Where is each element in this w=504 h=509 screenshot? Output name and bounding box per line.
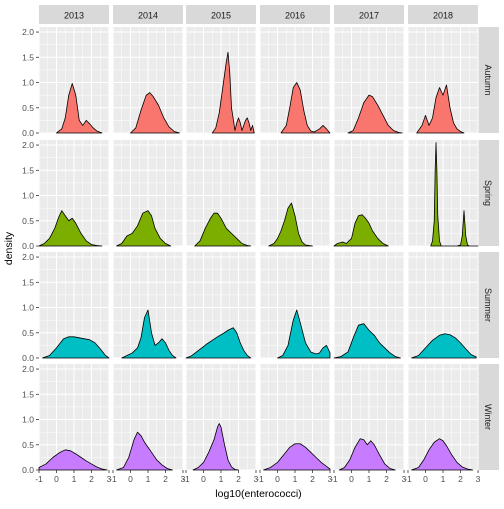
- x-tick-label: 3: [328, 474, 333, 484]
- x-tick-label: 2: [163, 474, 168, 484]
- y-tick-label: 0.5: [22, 328, 34, 338]
- x-tick-label: -1: [109, 474, 117, 484]
- x-tick-label: 2: [236, 474, 241, 484]
- x-tick-label: 0: [54, 474, 59, 484]
- y-tick-label: 2.0: [22, 364, 34, 374]
- y-tick-label: 0.5: [22, 103, 34, 113]
- column-strip-2017: [334, 5, 404, 24]
- column-strip-label-2015: 2015: [211, 11, 231, 21]
- y-tick-label: 0.5: [22, 440, 34, 450]
- y-tick-label: 1.0: [22, 415, 34, 425]
- x-tick-label: 1: [441, 474, 446, 484]
- y-tick-label: 0.0: [22, 241, 34, 251]
- y-tick-label: 0.0: [22, 465, 34, 475]
- column-strip-label-2013: 2013: [64, 11, 84, 21]
- x-tick-label: 3: [254, 474, 259, 484]
- row-strip-spring: [477, 140, 499, 246]
- density-area-autumn-2014: [130, 92, 180, 134]
- column-strip-label-2018: 2018: [433, 11, 453, 21]
- x-tick-label: 1: [72, 474, 77, 484]
- column-strip-2014: [113, 5, 183, 24]
- row-strip-summer: [477, 252, 499, 358]
- y-tick-label: 1.0: [22, 191, 34, 201]
- y-tick-label: 0.0: [22, 128, 34, 138]
- row-strip-label-summer: Summer: [483, 288, 493, 322]
- row-strip-winter: [477, 364, 499, 470]
- y-axis-title: density: [3, 231, 15, 265]
- y-tick-label: 1.5: [22, 52, 34, 62]
- density-area-summer-2018: [411, 333, 477, 359]
- x-tick-label: 2: [89, 474, 94, 484]
- row-strip-autumn: [477, 27, 499, 133]
- density-area-summer-2016: [277, 309, 331, 359]
- x-tick-label: -1: [404, 474, 412, 484]
- density-area-spring-2014: [116, 210, 172, 247]
- x-tick-label: 0: [349, 474, 354, 484]
- y-tick-label: 0.0: [22, 353, 34, 363]
- density-area-autumn-2018: [416, 84, 465, 134]
- column-strip-label-2014: 2014: [138, 11, 158, 21]
- y-tick-label: 1.5: [22, 389, 34, 399]
- y-tick-label: 2.0: [22, 252, 34, 262]
- x-tick-label: 1: [367, 474, 372, 484]
- column-strip-2018: [408, 5, 478, 24]
- density-area-spring-2016: [268, 202, 313, 247]
- x-tick-label: -1: [256, 474, 264, 484]
- x-tick-label: -1: [182, 474, 190, 484]
- y-tick-label: 2.0: [22, 27, 34, 37]
- row-strip-label-spring: Spring: [483, 180, 493, 206]
- y-tick-label: 0.5: [22, 216, 34, 226]
- column-strip-2013: [39, 5, 109, 24]
- x-tick-label: 2: [384, 474, 389, 484]
- density-area-summer-2014: [121, 309, 177, 359]
- column-strip-label-2017: 2017: [359, 11, 379, 21]
- y-tick-label: 1.0: [22, 78, 34, 88]
- x-tick-label: 3: [476, 474, 481, 484]
- density-area-autumn-2015: [211, 51, 255, 134]
- x-tick-label: 1: [293, 474, 298, 484]
- x-tick-label: 2: [310, 474, 315, 484]
- x-tick-label: -1: [35, 474, 43, 484]
- density-area-autumn-2016: [280, 82, 331, 134]
- x-tick-label: 3: [402, 474, 407, 484]
- density-area-summer-2013: [42, 336, 110, 359]
- density-area-winter-2014: [116, 431, 173, 471]
- density-area-winter-2013: [38, 449, 108, 471]
- x-tick-label: 3: [107, 474, 112, 484]
- row-strip-label-winter: Winter: [483, 404, 493, 430]
- column-strip-2015: [186, 5, 256, 24]
- density-area-spring-2013: [38, 210, 103, 247]
- row-strip-label-autumn: Autumn: [483, 64, 493, 95]
- density-area-autumn-2017: [347, 94, 403, 134]
- x-tick-label: 0: [128, 474, 133, 484]
- x-tick-label: 0: [423, 474, 428, 484]
- density-area-spring-2017: [333, 214, 389, 247]
- density-area-autumn-2013: [56, 83, 103, 134]
- density-area-summer-2017: [333, 323, 401, 359]
- column-strip-2016: [260, 5, 330, 24]
- y-tick-label: 2.0: [22, 140, 34, 150]
- x-tick-label: 3: [181, 474, 186, 484]
- x-tick-label: 2: [458, 474, 463, 484]
- x-axis-title: log10(enterococci): [215, 488, 301, 500]
- y-tick-label: 1.0: [22, 303, 34, 313]
- density-area-spring-2015: [194, 212, 252, 247]
- y-tick-label: 1.5: [22, 277, 34, 287]
- density-area-summer-2015: [185, 327, 252, 359]
- density-area-spring-2018: [430, 142, 479, 247]
- density-area-winter-2018: [411, 438, 474, 471]
- density-area-winter-2015: [192, 423, 239, 471]
- x-tick-label: 0: [275, 474, 280, 484]
- y-tick-label: 1.5: [22, 165, 34, 175]
- x-tick-label: 0: [201, 474, 206, 484]
- density-area-winter-2017: [338, 438, 396, 471]
- column-strip-label-2016: 2016: [285, 11, 305, 21]
- x-tick-label: 1: [219, 474, 224, 484]
- x-tick-label: -1: [330, 474, 338, 484]
- density-area-winter-2016: [263, 443, 331, 471]
- x-tick-label: 1: [146, 474, 151, 484]
